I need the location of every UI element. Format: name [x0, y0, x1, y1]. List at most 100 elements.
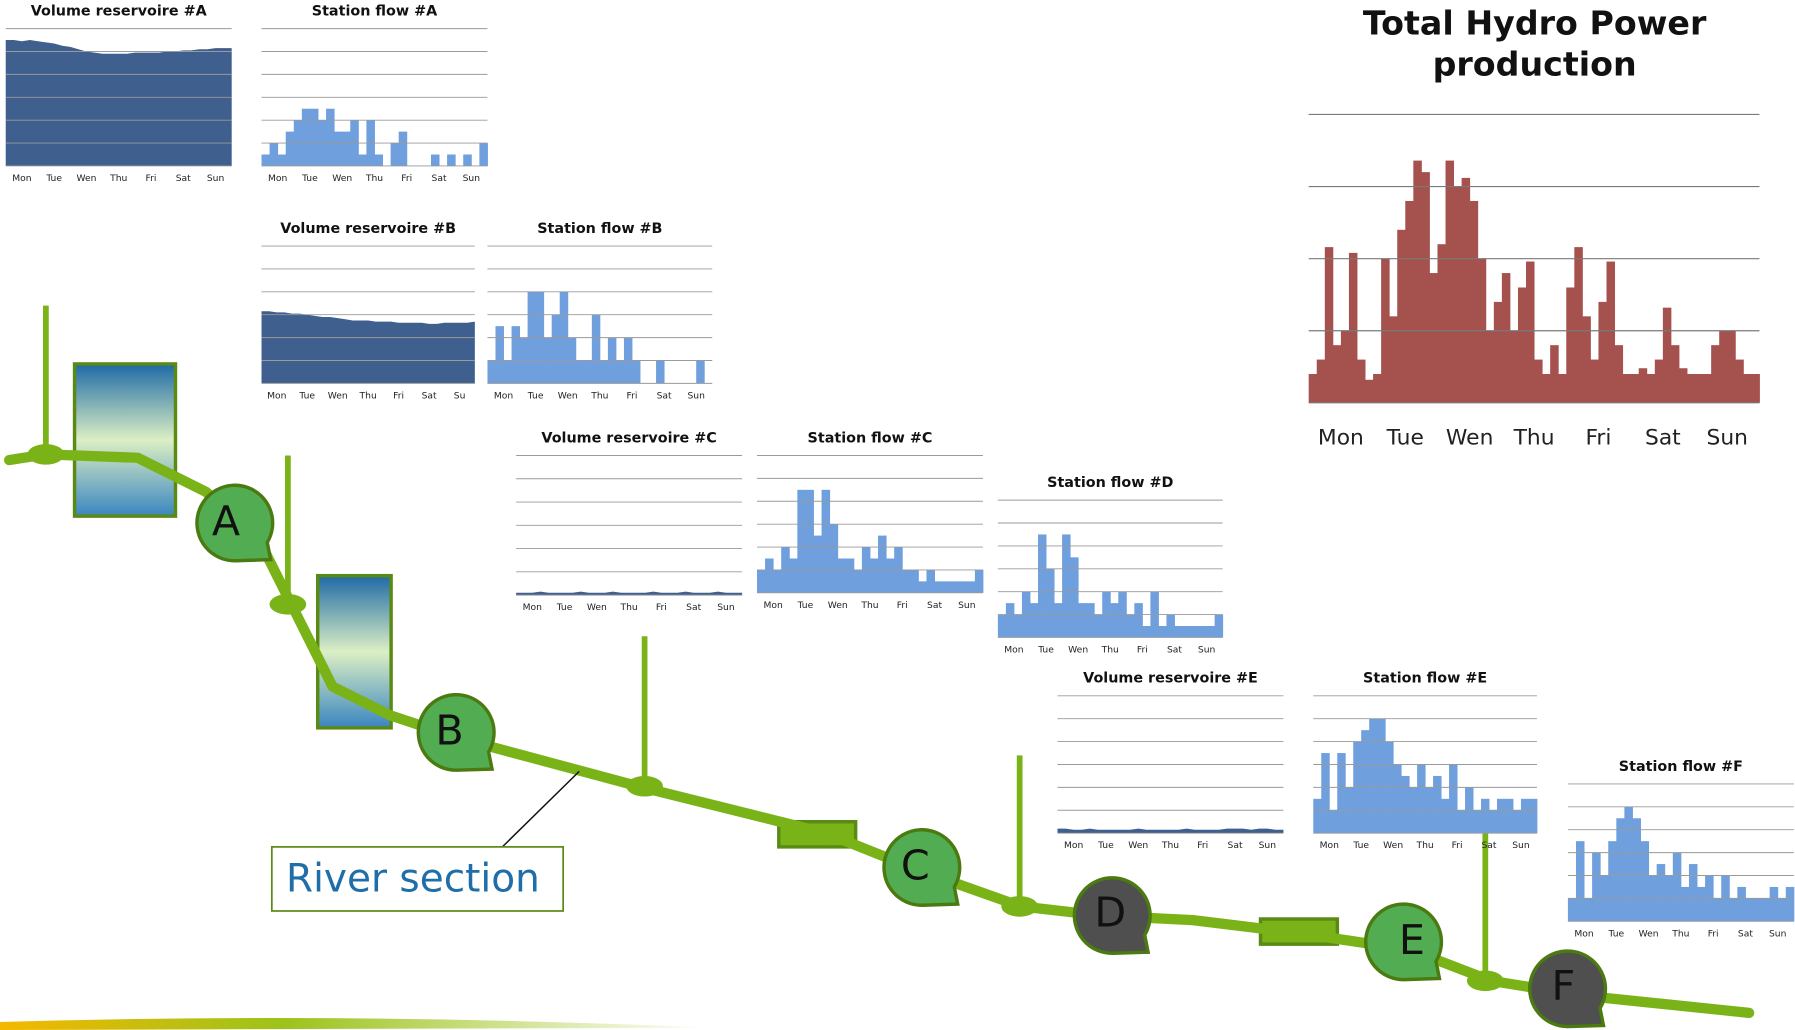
bar	[1054, 603, 1062, 637]
bar	[487, 361, 495, 384]
bar	[1505, 799, 1513, 833]
bar	[1529, 799, 1537, 833]
bar	[1006, 603, 1014, 637]
bar	[616, 361, 624, 384]
x-tick-label: Mon	[763, 600, 783, 611]
bar	[592, 315, 600, 384]
x-tick-label: Thu	[109, 173, 127, 184]
bar	[1207, 626, 1215, 637]
bar	[846, 558, 855, 592]
x-tick-label: Tue	[301, 173, 318, 184]
bar	[1671, 345, 1680, 403]
x-tick-label: Tue	[298, 390, 315, 401]
bar	[1486, 331, 1495, 403]
bar	[1134, 603, 1142, 637]
bar	[1325, 247, 1334, 403]
chart-title: Station flow #D	[1047, 475, 1173, 491]
station-label: B	[435, 707, 463, 755]
x-tick-label: Wen	[828, 600, 848, 611]
bar	[1615, 345, 1624, 403]
bar	[1743, 374, 1752, 403]
callout-pointer	[502, 771, 579, 847]
x-tick-label: Fri	[1137, 645, 1148, 656]
area	[1058, 829, 1284, 834]
x-tick-label: Mon	[1004, 645, 1024, 656]
bar	[1215, 615, 1223, 638]
x-tick-label: Tue	[1097, 840, 1114, 851]
bar	[910, 570, 919, 593]
bar	[789, 558, 798, 592]
bar	[278, 155, 287, 166]
bar	[1158, 626, 1166, 637]
bar	[1641, 841, 1650, 921]
tributaries	[46, 306, 1485, 981]
bar	[1576, 841, 1585, 921]
bar	[951, 581, 960, 592]
bar	[1695, 374, 1704, 403]
station-f: F	[1530, 951, 1606, 1027]
bar	[391, 143, 400, 166]
bar	[479, 143, 488, 166]
bar	[504, 361, 512, 384]
x-tick-label: Fri	[393, 390, 404, 401]
station-label: C	[901, 842, 930, 890]
x-tick-label: Mon	[268, 173, 288, 184]
x-tick-label: Wen	[1639, 928, 1659, 939]
x-tick-label: Fri	[1585, 425, 1611, 450]
bar	[600, 361, 608, 384]
station-e: E	[1366, 904, 1442, 980]
bar	[1449, 764, 1457, 833]
bar	[870, 558, 879, 592]
bar	[1393, 764, 1401, 833]
bar	[1446, 161, 1455, 403]
bar	[854, 570, 863, 593]
bottom-band	[0, 1018, 711, 1030]
station-a: A	[197, 485, 273, 561]
x-tick-label: Sat	[1645, 425, 1681, 450]
bar	[310, 109, 319, 166]
x-tick-label: Sun	[1769, 928, 1787, 939]
bar	[1357, 360, 1366, 403]
bar	[326, 109, 335, 166]
x-tick-label: Wen	[1446, 425, 1493, 450]
callout-text: River section	[286, 857, 540, 902]
bar	[1489, 810, 1497, 833]
bar	[1046, 569, 1054, 638]
bar	[935, 581, 944, 592]
bar	[632, 361, 640, 384]
x-tick-label: Fri	[1452, 840, 1463, 851]
bar	[878, 536, 887, 593]
x-tick-label: Sun	[207, 173, 225, 184]
bar	[1521, 799, 1529, 833]
bar	[1457, 810, 1465, 833]
bar	[1401, 776, 1409, 833]
bar	[1711, 345, 1720, 403]
bar	[1568, 898, 1577, 921]
x-tick-label: Sat	[927, 600, 942, 611]
bar	[1647, 374, 1656, 403]
x-tick-label: Sun	[717, 602, 735, 613]
bar	[334, 132, 343, 166]
bar	[1729, 898, 1738, 921]
bar	[1317, 360, 1326, 403]
bar	[1631, 374, 1640, 403]
bar	[926, 570, 935, 593]
bar	[1473, 810, 1481, 833]
x-tick-label: Wen	[1383, 840, 1403, 851]
reservoir-a	[75, 364, 176, 516]
bar	[1681, 887, 1690, 921]
bar	[1373, 374, 1382, 403]
bar	[1361, 730, 1369, 833]
bar	[1389, 316, 1398, 403]
bar	[576, 361, 584, 384]
bar	[431, 155, 440, 166]
chart-title: Total Hydro Power production	[1308, 2, 1762, 84]
x-tick-label: Wen	[1128, 840, 1148, 851]
bar	[1663, 308, 1672, 403]
x-tick-label: Sun	[1512, 840, 1530, 851]
bar	[1703, 374, 1712, 403]
bar	[813, 536, 822, 593]
total-title-box: Total Hydro Power production	[1308, 2, 1762, 105]
bar	[1590, 360, 1599, 403]
bar	[1623, 374, 1632, 403]
